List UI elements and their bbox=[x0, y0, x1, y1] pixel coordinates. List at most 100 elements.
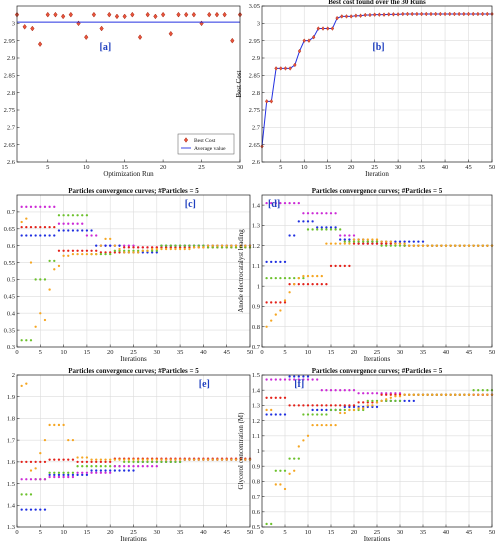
particle-point-orange bbox=[477, 244, 480, 247]
particle-point-orange bbox=[113, 244, 117, 247]
x-tick-label: 45 bbox=[223, 349, 230, 356]
y-axis-label: Glycerol concentration (M) bbox=[237, 412, 245, 490]
particle-point-magenta bbox=[371, 392, 374, 395]
x-tick-label: 5 bbox=[283, 349, 286, 356]
particle-point-magenta bbox=[95, 234, 98, 237]
particle-point-magenta bbox=[343, 234, 346, 237]
particle-point-green bbox=[329, 408, 333, 412]
particle-point-orange bbox=[216, 458, 219, 461]
particle-point-blue bbox=[421, 240, 425, 243]
particle-point-orange bbox=[57, 423, 61, 427]
y-tick-label: 1.7 bbox=[7, 437, 16, 444]
particle-point-orange bbox=[325, 424, 328, 427]
best-cost-point bbox=[316, 26, 321, 31]
chart-title: Particles convergence curves; #Particles… bbox=[68, 367, 199, 375]
particle-point-green bbox=[385, 244, 388, 247]
particle-point-orange bbox=[394, 395, 397, 398]
y-tick-label: 0.65 bbox=[4, 226, 15, 233]
particle-point-orange bbox=[293, 283, 296, 286]
particle-point-green bbox=[216, 246, 219, 249]
best-cost-point bbox=[368, 12, 372, 18]
particle-point-orange bbox=[375, 238, 379, 241]
particle-point-orange bbox=[160, 458, 163, 461]
particle-point-orange bbox=[118, 458, 121, 461]
best-cost-point bbox=[330, 26, 335, 31]
y-tick-label: 0.8 bbox=[252, 479, 260, 486]
particle-point-green bbox=[169, 244, 172, 247]
particle-point-orange bbox=[230, 244, 233, 247]
x-tick-label: 20 bbox=[348, 164, 355, 171]
panel-label: [a] bbox=[100, 42, 112, 53]
best-cost-marker bbox=[107, 11, 112, 18]
particle-point-red bbox=[297, 283, 300, 286]
particle-point-green bbox=[371, 240, 374, 243]
particle-point-red bbox=[320, 404, 323, 407]
particle-point-orange bbox=[306, 274, 310, 278]
particle-point-orange bbox=[412, 393, 415, 396]
x-tick-label: 35 bbox=[418, 164, 425, 171]
particle-point-magenta bbox=[334, 389, 337, 392]
particle-point-orange bbox=[380, 399, 383, 402]
particle-point-blue bbox=[85, 473, 89, 477]
particle-point-orange bbox=[389, 240, 392, 243]
particle-point-orange bbox=[329, 424, 333, 427]
particle-point-magenta bbox=[270, 378, 273, 381]
y-tick-label: 0.5 bbox=[252, 524, 260, 531]
particle-point-green bbox=[25, 339, 28, 342]
y-tick-label: 2.7 bbox=[7, 125, 16, 132]
particle-point-red bbox=[325, 404, 328, 407]
particle-point-orange bbox=[57, 264, 61, 268]
particle-point-orange bbox=[25, 217, 28, 220]
particle-point-green bbox=[244, 246, 247, 249]
particle-point-orange bbox=[225, 458, 228, 461]
particle-point-magenta bbox=[99, 471, 103, 474]
particle-point-blue bbox=[118, 244, 121, 247]
particle-point-magenta bbox=[329, 389, 333, 392]
particle-point-green bbox=[90, 465, 93, 468]
best-cost-point bbox=[457, 11, 461, 17]
particle-point-orange bbox=[348, 242, 351, 245]
particle-point-orange bbox=[270, 319, 273, 322]
y-tick-label: 0.7 bbox=[252, 344, 261, 351]
particle-point-blue bbox=[132, 469, 135, 472]
particle-point-orange bbox=[90, 458, 93, 461]
particle-point-orange bbox=[362, 407, 365, 410]
particle-point-green bbox=[29, 339, 33, 342]
particle-point-magenta bbox=[57, 475, 61, 479]
particle-point-orange bbox=[132, 251, 135, 254]
particle-point-red bbox=[306, 283, 310, 286]
particle-point-red bbox=[90, 249, 93, 252]
particle-point-orange bbox=[141, 458, 144, 461]
particle-point-orange bbox=[375, 401, 379, 404]
y-tick-label: 0.7 bbox=[7, 209, 16, 216]
particle-point-red bbox=[34, 225, 37, 229]
x-tick-label: 10 bbox=[301, 164, 308, 171]
particle-point-blue bbox=[25, 508, 28, 511]
particle-point-orange bbox=[389, 396, 392, 399]
x-axis-label: Iterations bbox=[364, 355, 391, 363]
x-tick-label: 45 bbox=[465, 164, 472, 171]
particle-point-magenta bbox=[53, 205, 56, 208]
x-tick-label: 5 bbox=[283, 529, 286, 536]
particle-point-red bbox=[104, 460, 107, 464]
y-tick-label: 1 bbox=[257, 448, 260, 455]
y-tick-label: 1.2 bbox=[252, 243, 260, 250]
particle-point-magenta bbox=[34, 478, 37, 481]
particle-point-orange bbox=[398, 242, 402, 245]
particle-point-orange bbox=[20, 220, 23, 224]
y-tick-label: 2.8 bbox=[7, 90, 15, 97]
particle-point-magenta bbox=[297, 378, 300, 381]
particle-point-orange bbox=[137, 251, 140, 254]
particle-point-red bbox=[362, 242, 365, 245]
particle-point-orange bbox=[34, 467, 37, 470]
particle-point-orange bbox=[25, 382, 28, 385]
panel-label: [b] bbox=[372, 42, 384, 53]
particle-point-red bbox=[357, 401, 360, 404]
particle-point-orange bbox=[444, 393, 448, 396]
best-cost-point bbox=[433, 11, 438, 17]
best-cost-marker bbox=[45, 11, 50, 18]
x-tick-label: 35 bbox=[177, 529, 184, 536]
particle-point-magenta bbox=[352, 389, 356, 392]
particle-point-red bbox=[362, 401, 365, 404]
particle-point-orange bbox=[118, 247, 121, 251]
